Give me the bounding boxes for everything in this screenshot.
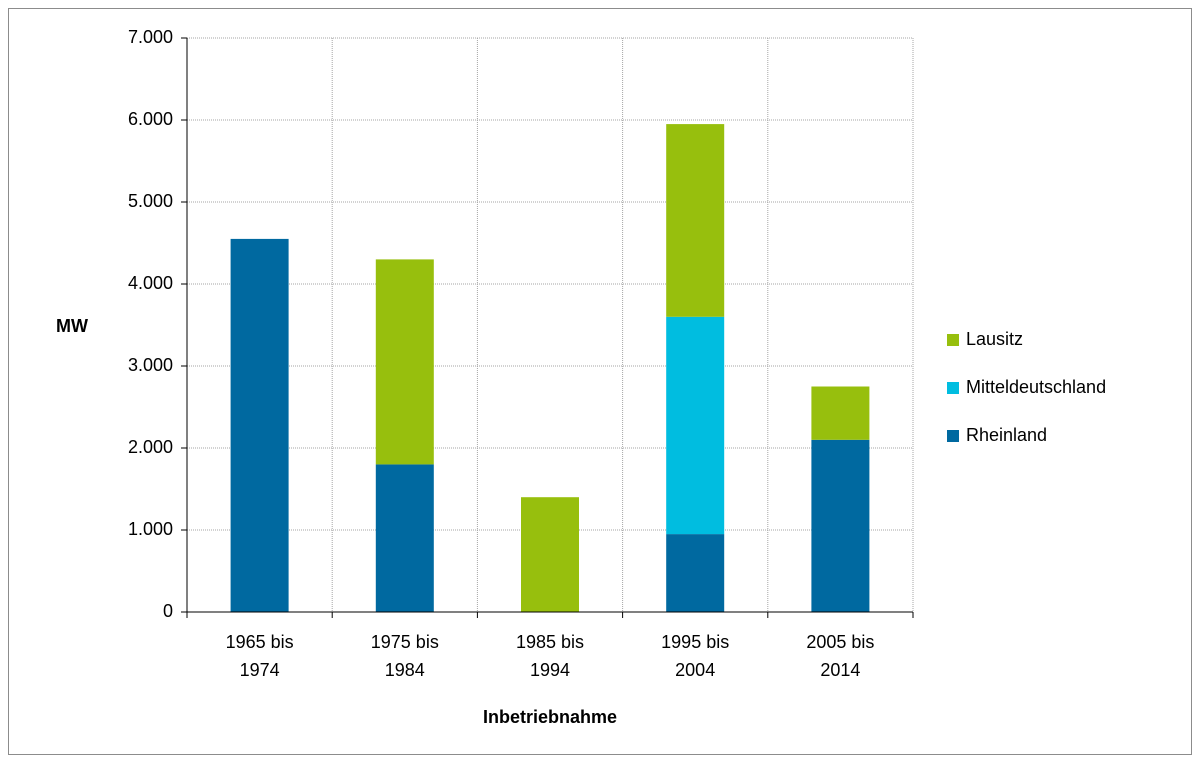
y-tick-label: 6.000 [128,109,173,129]
bar-segment [230,238,289,612]
y-tick-label: 4.000 [128,273,173,293]
bar-segment [811,439,870,612]
y-axis-label: MW [56,316,88,336]
bar-segment [666,316,725,535]
bar-segment [375,259,434,465]
x-axis-label: Inbetriebnahme [483,707,617,727]
y-tick-label: 2.000 [128,437,173,457]
chart-frame [8,8,1192,755]
legend-label: Rheinland [966,425,1047,445]
y-tick-label: 3.000 [128,355,173,375]
x-tick-label: 1975 bis 1984 [370,632,439,680]
legend-swatch [947,430,959,442]
legend-swatch [947,382,959,394]
y-tick-label: 7.000 [128,27,173,47]
x-tick-label: 1985 bis 1994 [515,632,585,680]
bar-segment [521,497,579,612]
bar-segment [666,124,725,317]
x-tick-label: 1965 bis 1974 [225,632,294,680]
x-tick-label: 1995 bis 2004 [661,632,730,680]
bar-segment [666,534,725,612]
x-tick-label: 2005 bis 2014 [806,632,875,680]
y-tick-label: 0 [163,601,173,621]
legend-label: Lausitz [966,329,1023,349]
legend-label: Mitteldeutschland [966,377,1106,397]
bar-segment [375,464,434,612]
y-tick-label: 1.000 [128,519,173,539]
y-tick-label: 5.000 [128,191,173,211]
legend-swatch [947,334,959,346]
bar-segment [811,386,870,440]
